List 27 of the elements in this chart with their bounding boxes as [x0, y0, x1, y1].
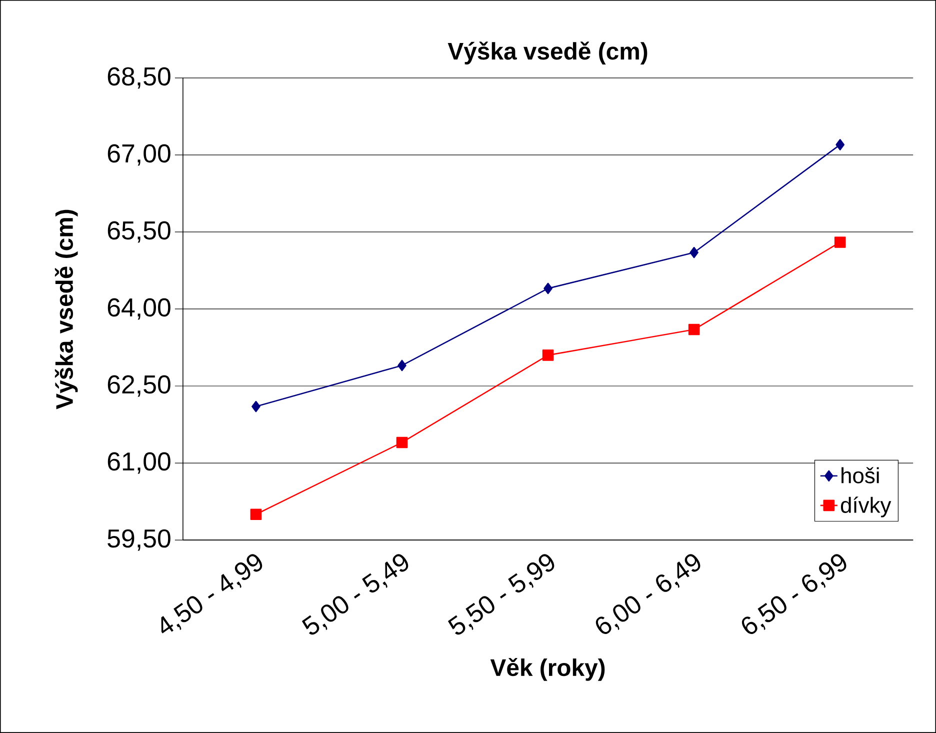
- point: [544, 282, 552, 294]
- point: [688, 324, 700, 336]
- y-axis-title: Výška vsedě (cm): [54, 210, 78, 410]
- x-tick-label: 5,50 - 5,99: [448, 554, 554, 635]
- x-tick-label: 5,00 - 5,49: [302, 554, 408, 635]
- x-tick-label: 6,50 - 6,99: [742, 554, 846, 634]
- y-tick-label: 64,00: [108, 298, 170, 320]
- y-tick-label: 65,50: [108, 221, 170, 243]
- y-tick-label: 62,50: [108, 375, 170, 397]
- x-tick-label: 4,50 - 4,99: [161, 554, 262, 634]
- legend-label: hoši: [842, 467, 879, 484]
- x-tick-label: 6,00 - 6,49: [596, 554, 700, 634]
- point: [396, 436, 408, 448]
- point: [690, 246, 698, 258]
- y-tick-label: 68,50: [108, 67, 170, 89]
- point: [542, 350, 554, 361]
- point: [252, 400, 260, 412]
- point: [398, 360, 406, 372]
- y-tick-label: 59,50: [108, 529, 170, 551]
- legend-label: dívky: [840, 496, 892, 518]
- y-tick-label: 61,00: [108, 452, 170, 474]
- y-tick-label: 67,00: [108, 144, 170, 166]
- point: [834, 236, 846, 248]
- x-axis-title: Věk (roky): [490, 658, 605, 681]
- point: [250, 508, 262, 520]
- chart-title: Výška vsedě (cm): [448, 42, 648, 64]
- point: [836, 139, 844, 150]
